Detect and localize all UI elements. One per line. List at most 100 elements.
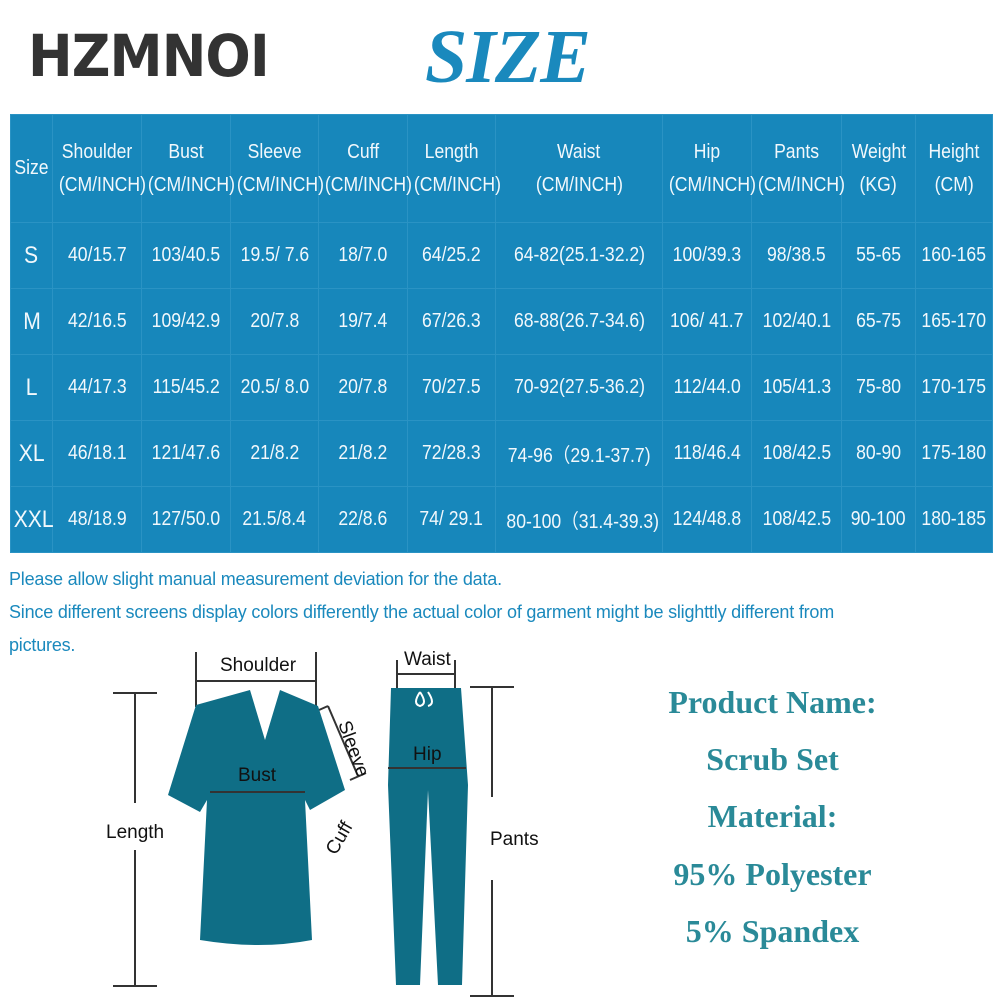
table-cell: 121/47.6 [141,420,231,487]
table-cell: 80-100（31.4-39.3) [495,486,663,553]
table-cell: 70-92(27.5-36.2) [495,354,663,421]
column-header-name: Weight [851,140,906,163]
table-cell: 44/17.3 [52,354,142,421]
table-cell: 108/42.5 [751,420,842,487]
column-header: Shoulder (CM/INCH) [52,114,146,223]
column-header-unit: (CM/INCH) [757,173,845,196]
column-header-name: Pants [773,140,820,163]
product-name-label: Product Name: [668,684,877,720]
label-bust: Bust [238,765,277,786]
cell-text: 108/42.5 [762,508,831,530]
cell-text: 72/28.3 [422,442,481,464]
size-cell: S [10,222,53,289]
column-header-name: Cuff [347,140,379,163]
table-cell: 74-96（29.1-37.7) [495,420,663,487]
cell-text: 21/8.2 [250,442,299,464]
cell-text: 70/27.5 [422,376,481,398]
cell-text: 175-180 [921,442,987,464]
table-cell: 74/ 29.1 [407,486,496,553]
cell-text: 21/8.2 [338,442,388,464]
table-row: XXL 48/18.9 127/50.0 21.5/8.4 22/8.6 74/ 29.1… [10,486,993,553]
column-header-unit: (CM/INCH) [58,173,146,196]
column-header-name: Height [928,140,980,163]
table-row: L 44/17.3 115/45.2 20.5/ 8.0 20/7.8 70/27.5 70… [10,354,993,421]
column-header-unit: (CM/INCH) [324,173,412,196]
table-cell: 64/25.2 [407,222,496,289]
cell-text: 70-92(27.5-36.2) [513,376,645,398]
size-cell: XL [10,420,53,487]
column-header-unit: (CM) [934,173,974,196]
cell-text: 106/ 41.7 [670,310,744,332]
size-table: Size Shoulder (CM/INCH) Bust (CM/INCH) Sleeve… [10,114,993,553]
scrub-top-image [168,690,345,945]
label-length: Length [106,822,165,843]
table-cell: 65-75 [841,288,916,355]
column-header: Length (CM/INCH) [407,114,501,223]
table-cell: 105/41.3 [751,354,842,421]
table-cell: 108/42.5 [751,486,842,553]
table-cell: 118/46.4 [662,420,752,487]
cell-text: 20/7.8 [338,376,388,398]
label-shoulder: Shoulder [220,655,297,676]
table-cell: 98/38.5 [751,222,842,289]
cell-text: L [25,373,38,401]
brand-logo: HZMNOI [28,22,270,90]
cell-text: 65-75 [855,310,902,332]
cell-text: 22/8.6 [338,508,388,530]
column-header: Weight (KG) [841,114,916,223]
table-row: S 40/15.7 103/40.5 19.5/ 7.6 18/7.0 64/25.2 64… [10,222,993,289]
column-header-unit: (CM/INCH) [147,173,235,196]
cell-text: XXL [13,505,54,533]
table-cell: 75-80 [841,354,916,421]
note-colors-cont: pictures. [9,635,76,655]
cell-text: 115/45.2 [152,376,220,398]
column-header-name: Sleeve [247,140,302,163]
cell-text: 103/40.5 [151,244,221,266]
column-header-name: Waist [557,140,601,163]
label-pants: Pants [490,829,539,850]
cell-text: 160-165 [921,244,987,266]
size-cell: L [10,354,53,421]
column-header: Hip (CM/INCH) [662,114,756,223]
table-cell: 64-82(25.1-32.2) [495,222,663,289]
table-cell: 106/ 41.7 [662,288,752,355]
table-cell: 80-90 [841,420,916,487]
cell-text: 20.5/ 8.0 [240,376,309,398]
table-cell: 18/7.0 [318,222,408,289]
cell-text: 74/ 29.1 [419,508,484,530]
cell-text: 42/16.5 [67,310,127,332]
cell-text: 67/26.3 [422,310,481,332]
cell-text: 40/15.7 [67,244,127,266]
column-header-name: Length [424,140,479,163]
cell-text: S [24,241,39,269]
garment-measure-lines [210,767,466,793]
cell-text: 127/50.0 [151,508,221,530]
cell-text: 121/47.6 [151,442,221,464]
table-cell: 20.5/ 8.0 [230,354,319,421]
cell-text: 180-185 [921,508,987,530]
scrub-pants-image [388,688,468,985]
cell-text: 170-175 [921,376,987,398]
table-cell: 165-170 [915,288,993,355]
cell-text: 118/46.4 [673,442,741,464]
cell-text: 55-65 [855,244,902,266]
cell-text: 124/48.8 [672,508,742,530]
table-cell: 22/8.6 [318,486,408,553]
table-cell: 112/44.0 [662,354,752,421]
table-cell: 70/27.5 [407,354,496,421]
table-cell: 20/7.8 [318,354,408,421]
column-header: Bust (CM/INCH) [141,114,235,223]
cell-text: 80-90 [855,442,902,464]
cell-text: 68-88(26.7-34.6) [513,310,645,332]
column-header-name: Size [14,157,49,179]
product-name-value: Scrub Set [706,741,839,777]
table-cell: 170-175 [915,354,993,421]
label-hip: Hip [413,744,442,765]
table-cell: 19.5/ 7.6 [230,222,319,289]
table-cell: 103/40.5 [141,222,231,289]
cell-text: 98/38.5 [767,244,826,266]
table-row: XL 46/18.1 121/47.6 21/8.2 21/8.2 72/28.3 74-9… [10,420,993,487]
cell-text: 21.5/8.4 [242,508,307,530]
column-header-unit: (KG) [859,173,898,196]
cell-text: M [22,307,41,335]
